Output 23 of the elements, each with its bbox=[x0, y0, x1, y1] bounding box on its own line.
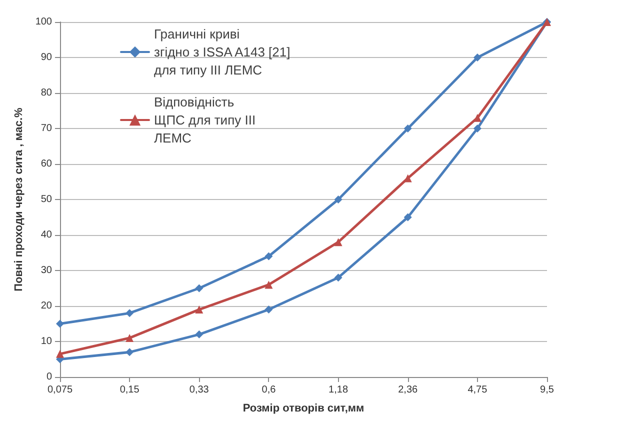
x-tick-label: 0,15 bbox=[120, 384, 140, 396]
y-tick-label: 30 bbox=[40, 265, 52, 276]
legend-label: Відповідність ЩПС для типу ІІІ ЛЕМС bbox=[154, 94, 260, 146]
legend-label: Граничні криві згідно з ISSA A143 [21] для типу ІІІ ЛЕМС bbox=[154, 26, 298, 78]
y-tick-label: 20 bbox=[40, 300, 52, 312]
y-tick-label: 40 bbox=[40, 230, 52, 240]
y-tick-label: 80 bbox=[40, 88, 52, 98]
y-tick-label: 10 bbox=[40, 336, 52, 347]
x-tick-label: 2,36 bbox=[398, 384, 418, 396]
x-tick-label: 1,18 bbox=[328, 384, 348, 396]
x-axis-title: Розмір отворів сит,мм bbox=[242, 402, 364, 414]
y-tick-label: 90 bbox=[40, 52, 52, 63]
x-tick-label: 0,6 bbox=[262, 384, 276, 396]
x-tick-label: 4,75 bbox=[468, 384, 488, 396]
y-tick-label: 50 bbox=[40, 194, 52, 205]
x-tick-label: 0,33 bbox=[189, 384, 210, 396]
y-axis-title: Повні проходи через сита , мас.% bbox=[12, 107, 25, 292]
y-tick-label: 60 bbox=[40, 158, 52, 170]
y-tick-label: 100 bbox=[35, 16, 52, 28]
x-tick-label: 9,5 bbox=[540, 384, 554, 396]
x-tick-label: 0,075 bbox=[47, 384, 73, 396]
y-tick-label: 70 bbox=[40, 123, 52, 134]
y-tick-label: 0 bbox=[46, 372, 52, 382]
